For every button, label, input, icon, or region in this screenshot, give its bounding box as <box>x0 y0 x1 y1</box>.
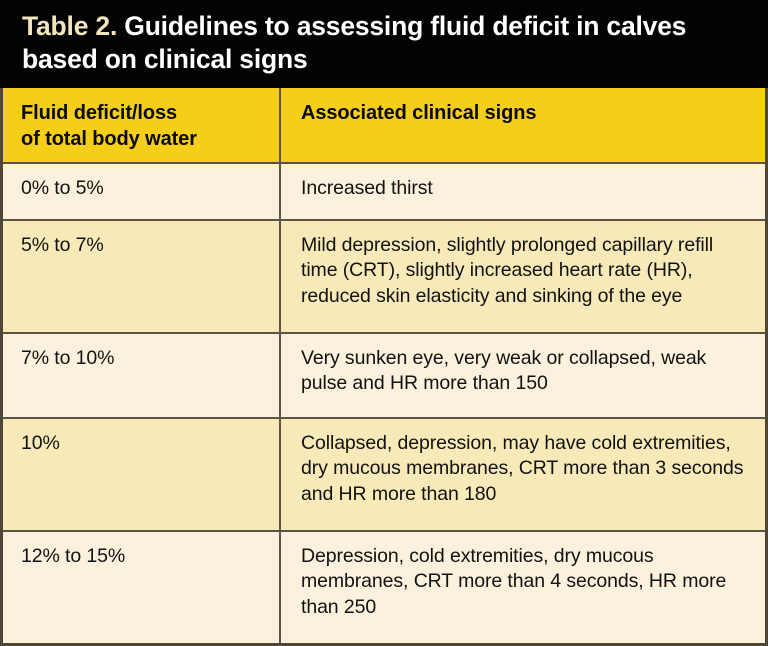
cell-fluid-deficit: 5% to 7% <box>3 219 281 334</box>
cell-fluid-deficit: 12% to 15% <box>3 530 281 643</box>
table-row: 7% to 10% Very sunken eye, very weak or … <box>3 332 765 419</box>
table-row: 10% Collapsed, depression, may have cold… <box>3 417 765 532</box>
cell-clinical-signs: Very sunken eye, very weak or collapsed,… <box>280 332 765 419</box>
table-title-text: Guidelines to assessing fluid deficit in… <box>22 11 694 74</box>
table-container: Fluid deficit/loss of total body water A… <box>0 88 768 646</box>
table-number-label: Table 2. <box>22 11 118 41</box>
column-header-fluid-deficit: Fluid deficit/loss of total body water <box>3 88 281 164</box>
cell-fluid-deficit: 0% to 5% <box>3 163 281 221</box>
table-header-row: Fluid deficit/loss of total body water A… <box>3 88 765 164</box>
table-row: 12% to 15% Depression, cold extremities,… <box>3 530 765 643</box>
page-title: Table 2. Guidelines to assessing fluid d… <box>22 10 746 76</box>
cell-clinical-signs: Collapsed, depression, may have cold ext… <box>280 417 765 532</box>
cell-fluid-deficit: 10% <box>3 417 281 532</box>
cell-clinical-signs: Depression, cold extremities, dry mucous… <box>280 530 765 643</box>
cell-fluid-deficit: 7% to 10% <box>3 332 281 419</box>
table-row: 5% to 7% Mild depression, slightly prolo… <box>3 219 765 334</box>
table-title-bar: Table 2. Guidelines to assessing fluid d… <box>0 0 768 88</box>
cell-clinical-signs: Mild depression, slightly prolonged capi… <box>280 219 765 334</box>
fluid-deficit-table: Fluid deficit/loss of total body water A… <box>3 88 765 643</box>
table-body: 0% to 5% Increased thirst 5% to 7% Mild … <box>3 163 765 643</box>
cell-clinical-signs: Increased thirst <box>280 163 765 221</box>
column-header-clinical-signs: Associated clinical signs <box>280 88 765 164</box>
table-header: Fluid deficit/loss of total body water A… <box>3 88 765 164</box>
table-row: 0% to 5% Increased thirst <box>3 163 765 221</box>
